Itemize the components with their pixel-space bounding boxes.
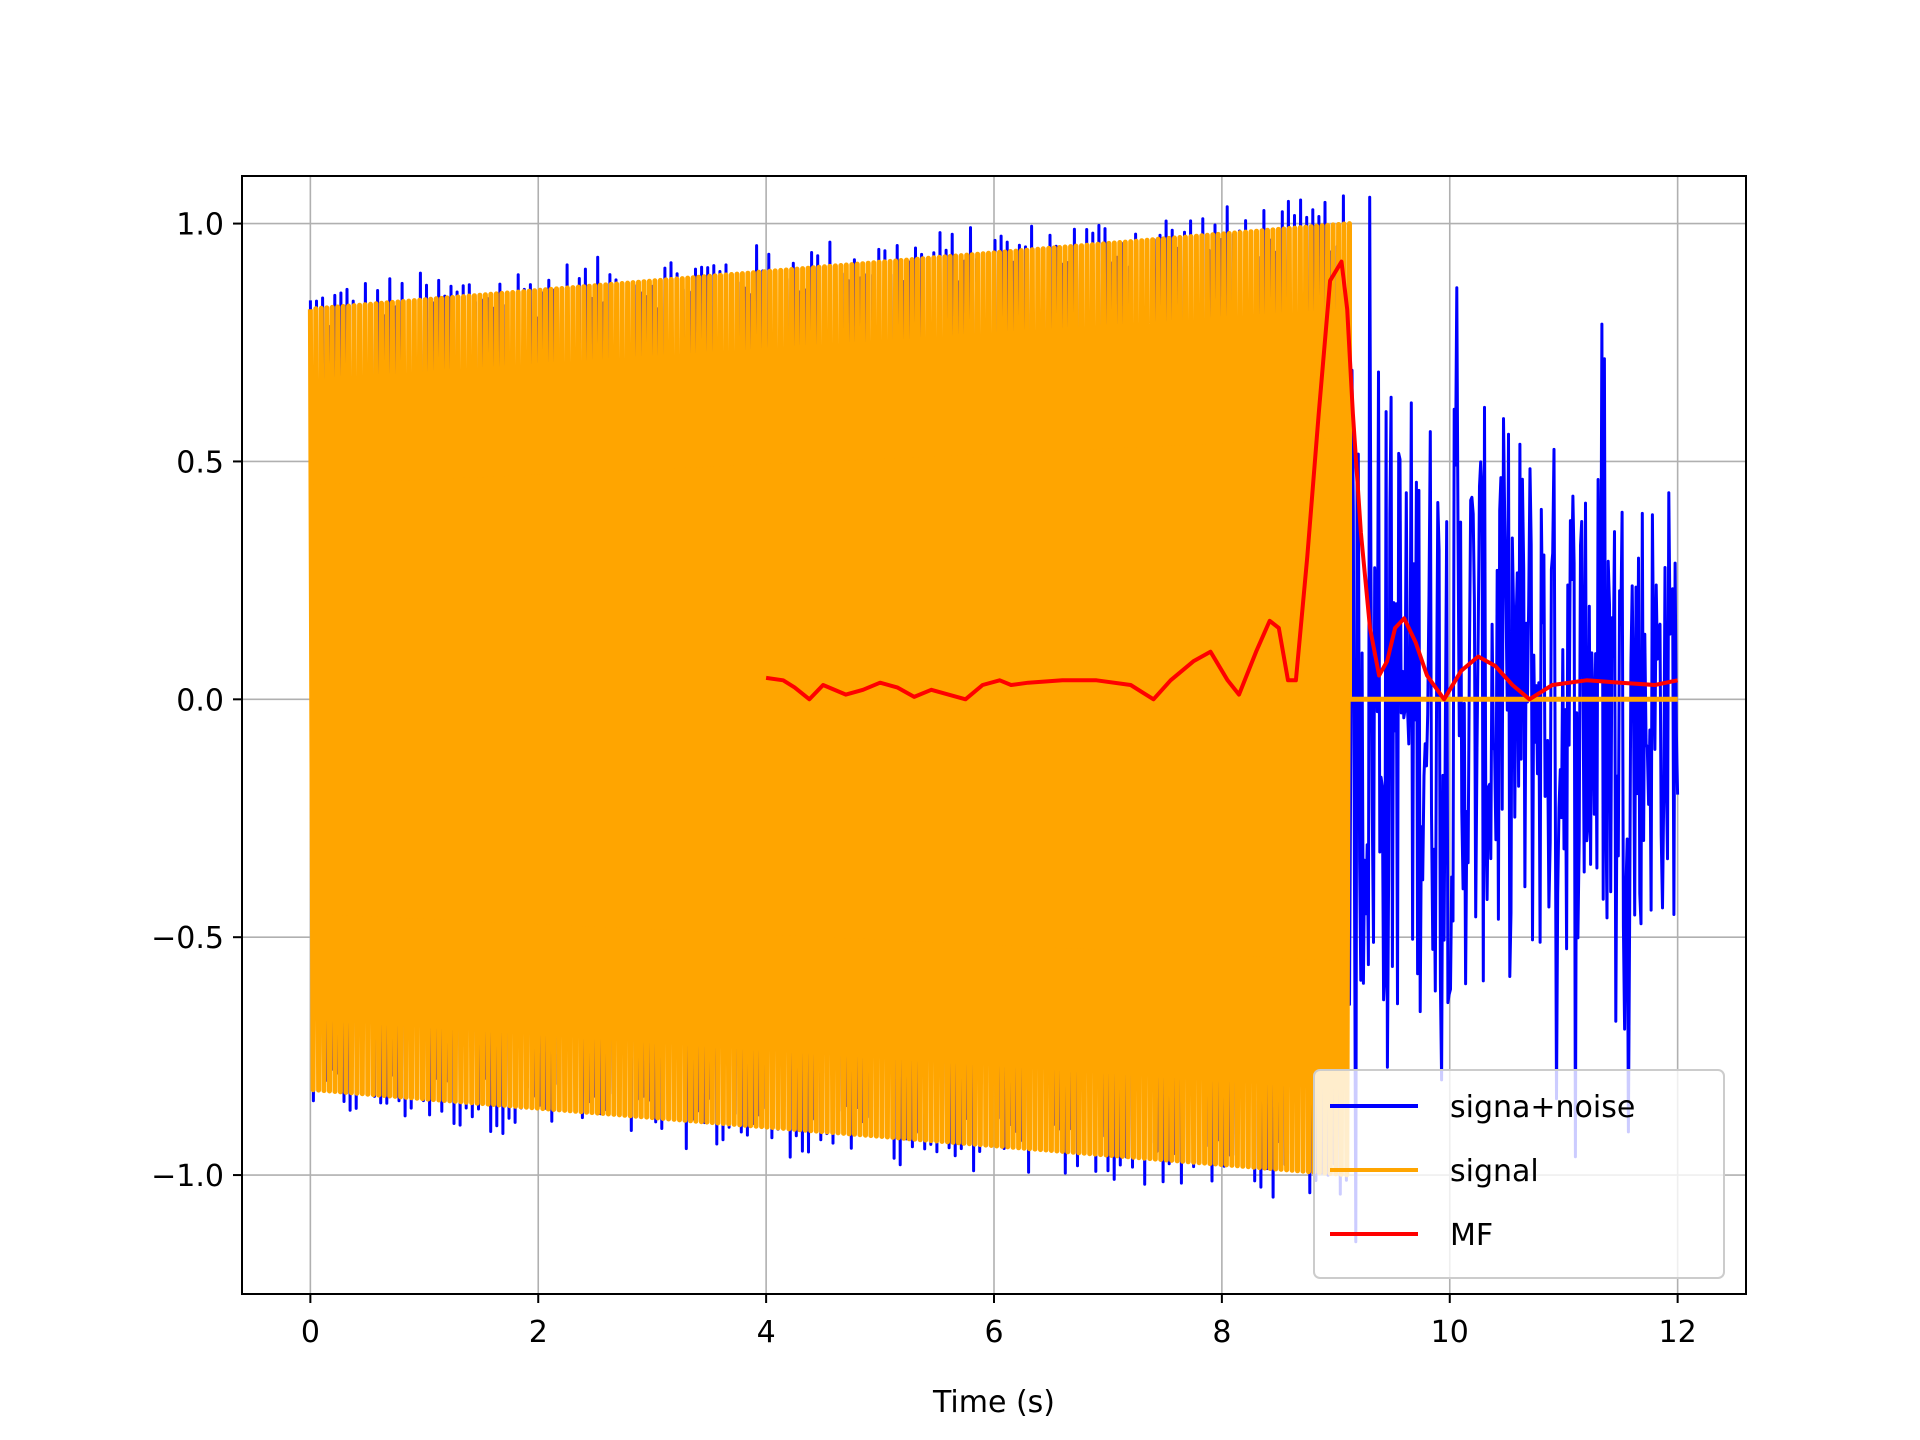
series-line-mf [765,259,1679,702]
x-tick-label: 10 [1431,1315,1469,1350]
y-ticks: −1.0 −0.5 0.0 0.5 1.0 [151,208,242,1194]
y-tick-label: −0.5 [151,921,224,956]
series-fill-signal [312,437,1348,961]
x-tick-label: 0 [301,1315,320,1350]
series-layer [307,194,1680,1244]
legend-label-signa-noise: signa+noise [1450,1090,1635,1125]
legend: signa+noise signal MF [1313,1069,1725,1279]
x-ticks: 0 2 4 6 8 10 12 [301,1294,1697,1350]
legend-box [1313,1069,1725,1279]
x-tick-label: 2 [529,1315,548,1350]
x-tick-label: 6 [984,1315,1003,1350]
x-tick-label: 4 [757,1315,776,1350]
y-tick-label: 1.0 [176,208,224,243]
y-tick-label: −1.0 [151,1159,224,1194]
y-tick-label: 0.5 [176,445,224,480]
x-tick-label: 8 [1212,1315,1231,1350]
legend-label-signal: signal [1450,1154,1539,1189]
x-axis-label: Time (s) [932,1385,1055,1420]
legend-label-mf: MF [1450,1218,1493,1253]
x-tick-label: 12 [1659,1315,1697,1350]
y-tick-label: 0.0 [176,683,224,718]
